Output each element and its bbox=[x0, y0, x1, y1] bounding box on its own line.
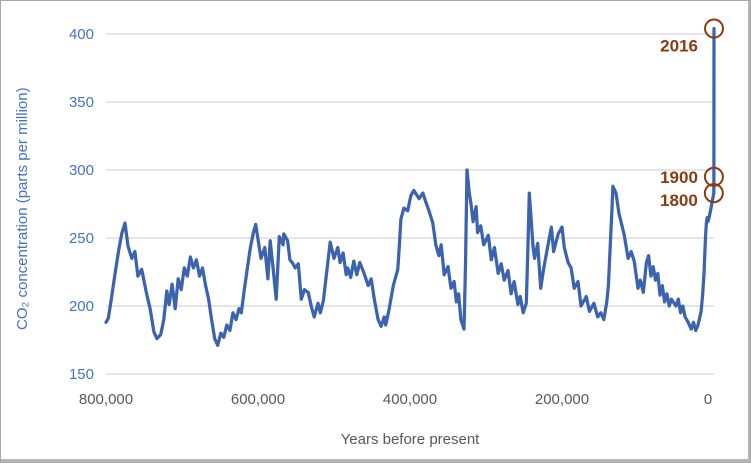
y-tick-label-250: 250 bbox=[69, 230, 94, 247]
x-tick-label-0: 0 bbox=[704, 391, 712, 408]
y-tick-label-350: 350 bbox=[69, 94, 94, 111]
x-tick-label-800000: 800,000 bbox=[79, 391, 133, 408]
annotation-label-2016: 2016 bbox=[660, 37, 698, 56]
x-tick-label-400000: 400,000 bbox=[383, 391, 437, 408]
x-axis-title: Years before present bbox=[340, 431, 480, 448]
annotation-circle-2016 bbox=[704, 18, 724, 39]
annotation-label-1800: 1800 bbox=[660, 191, 698, 210]
co2-line-series bbox=[104, 26, 716, 348]
annotation-label-1900: 1900 bbox=[660, 168, 698, 187]
y-tick-label-150: 150 bbox=[69, 366, 94, 383]
y-tick-label-400: 400 bbox=[69, 26, 94, 43]
y-tick-label-300: 300 bbox=[69, 162, 94, 179]
annotation-circle-1900 bbox=[703, 166, 724, 187]
x-tick-label-600000: 600,000 bbox=[231, 391, 285, 408]
annotation-circle-1800 bbox=[703, 183, 724, 204]
x-tick-label-200000: 200,000 bbox=[535, 391, 589, 408]
y-tick-label-200: 200 bbox=[69, 298, 94, 315]
